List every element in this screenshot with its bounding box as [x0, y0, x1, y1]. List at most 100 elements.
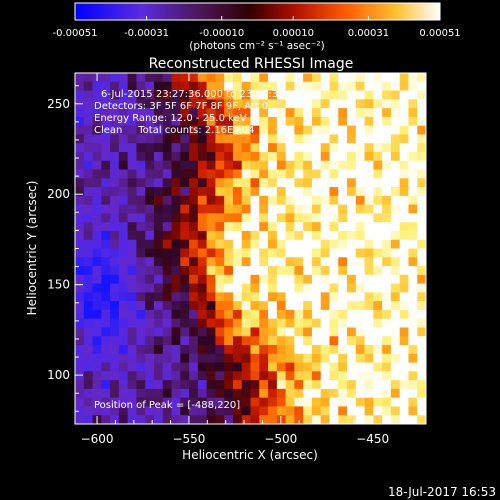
heatmap-cell [171, 143, 181, 153]
heatmap-cell [268, 415, 278, 424]
heatmap-cell [171, 362, 181, 372]
heatmap-cell [268, 283, 278, 293]
heatmap-cell [250, 371, 260, 381]
heatmap-cell [303, 73, 313, 83]
heatmap-cell [250, 222, 260, 232]
heatmap-cell [241, 257, 252, 267]
heatmap-cell [250, 327, 260, 337]
heatmap-cell [303, 204, 313, 215]
heatmap-cell [101, 143, 111, 153]
heatmap-cell [285, 388, 295, 399]
heatmap-cell [268, 81, 278, 92]
heatmap-cell [118, 178, 129, 188]
heatmap-cell [197, 213, 208, 223]
heatmap-cell [189, 248, 199, 258]
heatmap-cell [276, 388, 287, 399]
heatmap-cell [162, 266, 173, 276]
heatmap-cell [224, 336, 234, 346]
heatmap-cell [355, 239, 366, 250]
heatmap [75, 73, 426, 424]
heatmap-cell [355, 90, 366, 100]
heatmap-cell [118, 213, 129, 223]
heatmap-cell [180, 187, 190, 197]
heatmap-cell [408, 151, 418, 162]
heatmap-cell [189, 283, 199, 293]
heatmap-cell [75, 388, 85, 399]
heatmap-cell [259, 415, 269, 424]
heatmap-cell [347, 336, 357, 346]
heatmap-cell [285, 380, 295, 390]
heatmap-cell [83, 143, 94, 153]
heatmap-cell [171, 73, 181, 83]
heatmap-cell [311, 195, 322, 206]
heatmap-cell [311, 353, 322, 364]
heatmap-cell [276, 318, 287, 329]
heatmap-cell [294, 406, 304, 416]
heatmap-cell [338, 134, 348, 144]
heatmap-cell [329, 283, 339, 293]
heatmap-cell [329, 178, 339, 188]
heatmap-cell [83, 415, 94, 424]
heatmap-cell [373, 301, 383, 311]
heatmap-cell [294, 388, 304, 399]
heatmap-cell [197, 309, 208, 320]
heatmap-cell [101, 292, 111, 302]
heatmap-cell [118, 151, 129, 162]
heatmap-cell [145, 99, 155, 109]
heatmap-cell [399, 230, 410, 241]
heatmap-cell [153, 397, 164, 408]
heatmap-cell [311, 309, 322, 320]
heatmap-cell [153, 248, 164, 258]
heatmap-cell [145, 73, 155, 83]
heatmap-cell [110, 283, 120, 293]
heatmap-cell [347, 266, 357, 276]
heatmap-cell [268, 362, 278, 372]
heatmap-cell [399, 213, 410, 223]
heatmap-cell [180, 371, 190, 381]
heatmap-cell [268, 239, 278, 250]
heatmap-cell [303, 345, 313, 355]
heatmap-cell [241, 134, 252, 144]
heatmap-cell [224, 266, 234, 276]
heatmap-cell [92, 318, 102, 329]
heatmap-cell [320, 239, 331, 250]
heatmap-cell [408, 99, 418, 109]
heatmap-cell [250, 257, 260, 267]
heatmap-cell [417, 327, 426, 337]
heatmap-cell [118, 99, 129, 109]
heatmap-cell [408, 283, 418, 293]
heatmap-cell [355, 336, 366, 346]
heatmap-cell [390, 301, 401, 311]
heatmap-cell [399, 274, 410, 285]
heatmap-cell [311, 248, 322, 258]
heatmap-cell [101, 362, 111, 372]
heatmap-cell [373, 116, 383, 127]
heatmap-cell [390, 143, 401, 153]
heatmap-cell [145, 380, 155, 390]
heatmap-cell [110, 406, 120, 416]
heatmap-cell [153, 257, 164, 267]
heatmap-cell [171, 99, 181, 109]
heatmap-cell [136, 380, 146, 390]
heatmap-cell [206, 169, 217, 179]
heatmap-cell [224, 248, 234, 258]
heatmap-cell [303, 274, 313, 285]
heatmap-cell [382, 169, 392, 179]
heatmap-cell [373, 90, 383, 100]
heatmap-cell [250, 169, 260, 179]
heatmap-cell [75, 169, 85, 179]
heatmap-cell [83, 380, 94, 390]
heatmap-cell [215, 345, 225, 355]
heatmap-cell [83, 222, 94, 232]
heatmap-cell [118, 406, 129, 416]
heatmap-cell [329, 213, 339, 223]
heatmap-cell [408, 362, 418, 372]
heatmap-cell [136, 160, 146, 171]
colorbar-tick-label: 0.00051 [419, 28, 460, 39]
heatmap-cell [259, 397, 269, 408]
heatmap-cell [329, 397, 339, 408]
heatmap-cell [241, 204, 252, 215]
heatmap-cell [110, 353, 120, 364]
heatmap-cell [285, 230, 295, 241]
heatmap-cell [180, 292, 190, 302]
